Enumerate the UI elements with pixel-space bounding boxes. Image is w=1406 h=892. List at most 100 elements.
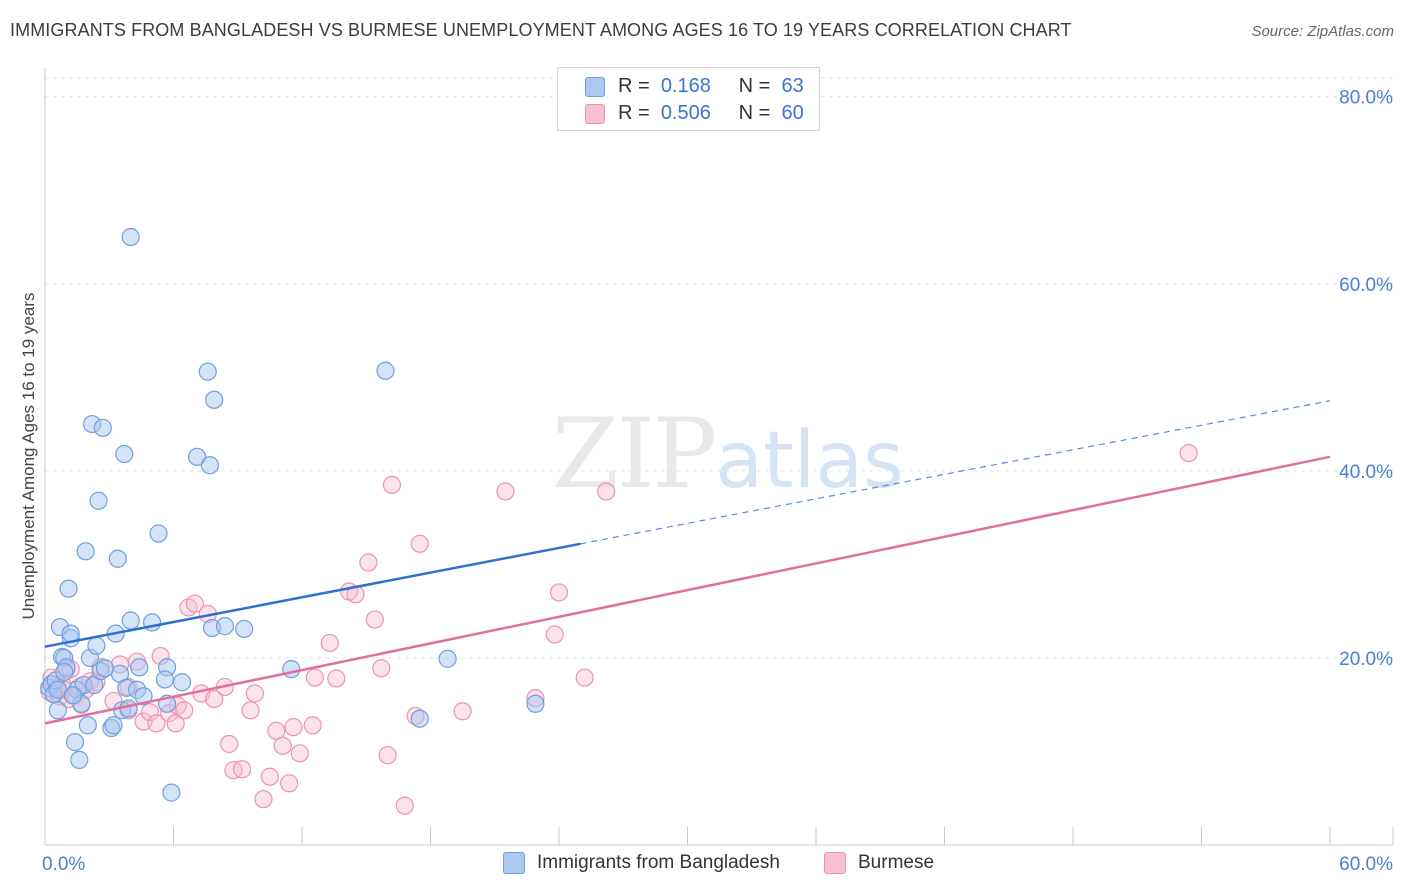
point-burmese-29 xyxy=(175,701,194,720)
point-burmese-51 xyxy=(327,669,346,688)
legend-swatch-pink xyxy=(585,104,605,124)
point-bangladesh-33 xyxy=(115,444,134,464)
point-bangladesh-57 xyxy=(526,694,545,713)
point-bangladesh-39 xyxy=(134,687,153,706)
correlation-legend: R = 0.168 N = 63 R = 0.506 N = 60 xyxy=(557,67,820,131)
chart-title: IMMIGRANTS FROM BANGLADESH VS BURMESE UN… xyxy=(10,20,1072,40)
legend-item-burmese: Burmese xyxy=(824,852,934,874)
point-burmese-59 xyxy=(395,796,414,815)
point-bangladesh-44 xyxy=(162,783,181,802)
point-burmese-65 xyxy=(545,625,564,644)
point-bangladesh-38 xyxy=(130,658,149,677)
legend-r-value: 0.168 xyxy=(660,74,711,97)
point-bangladesh-52 xyxy=(235,619,254,639)
watermark-atlas: atlas xyxy=(715,416,904,506)
legend-n-value: 60 xyxy=(781,101,804,124)
point-burmese-55 xyxy=(365,610,384,629)
point-burmese-43 xyxy=(267,721,286,740)
legend-label-burmese: Burmese xyxy=(858,852,935,873)
point-burmese-38 xyxy=(232,760,252,779)
point-bangladesh-23 xyxy=(87,636,106,655)
point-bangladesh-60 xyxy=(55,662,74,682)
legend-swatch-blue xyxy=(503,852,525,874)
y-tick-label-2: 60.0% xyxy=(1339,275,1393,296)
point-bangladesh-61 xyxy=(155,670,175,689)
point-burmese-39 xyxy=(241,701,260,720)
y-axis-label: Unemployment Among Ages 16 to 19 years xyxy=(19,293,38,620)
point-bangladesh-35 xyxy=(121,611,140,630)
point-burmese-56 xyxy=(372,659,391,678)
point-bangladesh-18 xyxy=(76,542,95,561)
point-burmese-44 xyxy=(273,736,292,755)
legend-n-label: N = xyxy=(738,74,771,97)
point-bangladesh-51 xyxy=(215,617,234,636)
point-bangladesh-59 xyxy=(95,659,115,678)
point-burmese-23 xyxy=(140,703,160,722)
point-burmese-46 xyxy=(284,718,303,737)
point-bangladesh-36 xyxy=(121,227,140,247)
point-burmese-68 xyxy=(597,482,616,501)
legend-n-value: 63 xyxy=(781,74,804,97)
y-tick-label-0: 20.0% xyxy=(1339,649,1393,670)
point-burmese-58 xyxy=(382,475,402,494)
point-burmese-66 xyxy=(549,583,569,602)
point-burmese-36 xyxy=(220,734,239,754)
point-bangladesh-41 xyxy=(149,524,168,543)
point-burmese-49 xyxy=(305,668,324,687)
legend-item-bangladesh: Immigrants from Bangladesh xyxy=(503,852,780,874)
watermark-zip: ZIP xyxy=(552,398,717,510)
point-burmese-54 xyxy=(359,553,378,572)
trend-line-bangladesh-extension xyxy=(580,400,1331,545)
point-burmese-31 xyxy=(185,594,205,613)
point-bangladesh-54 xyxy=(376,361,395,380)
point-burmese-24 xyxy=(147,714,166,733)
point-bangladesh-46 xyxy=(187,447,207,466)
legend-swatch-blue xyxy=(585,77,605,97)
x-tick-label-0: 0.0% xyxy=(42,854,85,875)
y-tick-label-3: 80.0% xyxy=(1339,88,1393,109)
point-burmese-48 xyxy=(303,716,322,735)
point-burmese-50 xyxy=(320,633,339,653)
tick-labels: 20.0% 40.0% 60.0% 80.0% 0.0% 60.0% xyxy=(42,88,1393,875)
point-burmese-67 xyxy=(575,668,594,687)
point-bangladesh-30 xyxy=(108,549,127,568)
point-burmese-62 xyxy=(453,702,472,721)
point-burmese-63 xyxy=(496,482,515,501)
point-burmese-61 xyxy=(410,534,429,553)
point-bangladesh-50 xyxy=(205,390,224,409)
point-burmese-69 xyxy=(1179,443,1198,463)
series-bangladesh-points xyxy=(40,227,545,802)
point-bangladesh-28 xyxy=(104,716,123,735)
legend-n-label: N = xyxy=(738,101,771,124)
legend-label-bangladesh: Immigrants from Bangladesh xyxy=(537,852,780,873)
trend-line-bangladesh xyxy=(44,542,581,648)
point-bangladesh-45 xyxy=(172,673,192,692)
point-bangladesh-5 xyxy=(48,701,67,720)
x-tick-label-1: 60.0% xyxy=(1339,854,1393,875)
point-bangladesh-24 xyxy=(89,491,108,510)
point-bangladesh-15 xyxy=(70,750,89,769)
point-burmese-41 xyxy=(254,790,273,809)
y-tick-label-1: 40.0% xyxy=(1339,462,1393,483)
point-bangladesh-53 xyxy=(282,660,301,679)
axes xyxy=(44,68,1394,846)
point-bangladesh-48 xyxy=(200,456,220,475)
source-label: Source: ZipAtlas.com xyxy=(1251,23,1394,40)
point-bangladesh-47 xyxy=(198,362,217,381)
watermark: ZIPatlas xyxy=(552,398,904,510)
legend-swatch-pink xyxy=(824,852,846,874)
point-bangladesh-55 xyxy=(410,709,429,728)
trend-line-burmese xyxy=(44,455,1331,725)
point-bangladesh-56 xyxy=(438,649,457,668)
point-burmese-42 xyxy=(260,767,279,786)
legend-r-label: R = xyxy=(618,101,650,124)
point-burmese-34 xyxy=(205,689,224,709)
point-bangladesh-13 xyxy=(65,733,85,752)
legend-r-label: R = xyxy=(618,74,650,97)
point-burmese-47 xyxy=(290,744,309,763)
point-burmese-45 xyxy=(280,774,299,793)
gridlines xyxy=(45,77,1393,659)
point-burmese-57 xyxy=(378,746,397,765)
point-bangladesh-10 xyxy=(59,579,78,598)
